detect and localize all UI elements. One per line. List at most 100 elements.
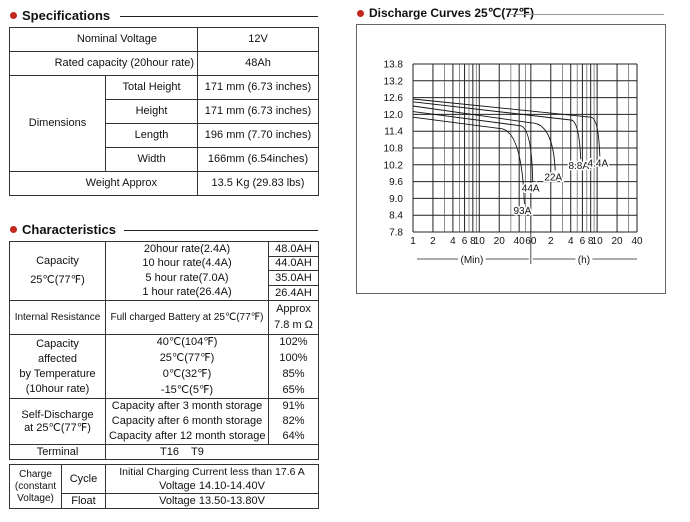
y-tick-label: 10.2 — [384, 160, 404, 171]
temperature-label-line: (10hour rate) — [25, 382, 90, 395]
specifications-title-text: Specifications — [22, 8, 111, 23]
charge-label-line: (constant — [14, 480, 57, 492]
weight-label: Weight Approx — [9, 171, 198, 196]
x-tick-label: 4 — [568, 236, 574, 247]
self-discharge-label-line: at 25℃(77℉) — [24, 421, 91, 434]
curve-label: 4.4A — [588, 158, 609, 169]
characteristics-title-text: Characteristics — [22, 222, 116, 237]
capacity-label: Capacity 25℃(77℉) — [9, 241, 106, 301]
specifications-title: Specifications — [10, 8, 110, 23]
internal-resistance-label: Internal Resistance — [9, 300, 106, 335]
self-discharge-label: Self-Discharge at 25℃(77℉) — [9, 398, 106, 445]
y-tick-label: 13.2 — [384, 76, 404, 87]
discharge-curve — [412, 111, 534, 182]
discharge-curve — [412, 101, 582, 160]
y-tick-label: 7.8 — [389, 228, 403, 239]
self-discharge-value: 91% — [268, 398, 319, 414]
discharge-curve — [412, 105, 556, 171]
temperature-value: 102% — [268, 334, 319, 351]
discharge-curves-rule — [510, 14, 664, 15]
x-tick-label: 10 — [592, 236, 604, 247]
curve-label: 22A — [544, 172, 562, 183]
characteristics-rule — [124, 230, 318, 231]
y-tick-label: 11.4 — [384, 127, 403, 138]
dimensions-label: Dimensions — [9, 75, 106, 172]
curve-label: 44A — [522, 184, 540, 195]
internal-resistance-value: Approx 7.8 m Ω — [268, 300, 319, 335]
dim-value: 171 mm (6.73 inches) — [197, 99, 319, 124]
discharge-curves-title: Discharge Curves 25℃(77℉) — [357, 6, 534, 20]
specifications-table: Nominal Voltage 12V Rated capacity (20ho… — [9, 27, 319, 76]
capacity-label-line: Capacity — [36, 255, 79, 267]
specifications-rule — [120, 16, 318, 17]
bullet-icon — [357, 9, 364, 17]
internal-resistance-condition: Full charged Battery at 25℃(77℉) — [105, 300, 269, 335]
capacity-rate-value: 26.4AH — [268, 285, 319, 301]
cycle-current-value: Initial Charging Current less than 17.6 … — [105, 464, 319, 480]
internal-resistance-value-line: 7.8 m Ω — [274, 319, 313, 331]
x-tick-label: 6 — [580, 236, 586, 247]
x-tick-label: 6 — [462, 236, 468, 247]
discharge-curve — [412, 98, 601, 157]
x-tick-label: 10 — [474, 236, 486, 247]
x-tick-label: 40 — [631, 236, 643, 247]
bullet-icon — [10, 226, 17, 233]
x-tick-label: 8 — [588, 236, 594, 247]
discharge-curve — [412, 116, 525, 205]
temperature-value: 85% — [268, 366, 319, 383]
dim-value: 171 mm (6.73 inches) — [197, 75, 319, 100]
y-tick-label: 13.8 — [384, 60, 404, 71]
charge-label-line: Voltage) — [17, 492, 54, 504]
float-label: Float — [61, 493, 106, 509]
discharge-curves-title-text: Discharge Curves 25℃(77℉) — [369, 6, 534, 20]
x-unit-label: (h) — [578, 255, 590, 266]
cycle-voltage-value: Voltage 14.10-14.40V — [105, 479, 319, 494]
dimensions-table: Dimensions Total Height 171 mm (6.73 inc… — [9, 75, 319, 172]
rated-capacity-value: 48Ah — [197, 51, 319, 76]
nominal-voltage-label: Nominal Voltage — [9, 27, 198, 52]
self-discharge-condition: Capacity after 6 month storage — [105, 413, 269, 429]
capacity-rate-value: 35.0AH — [268, 270, 319, 286]
capacity-rate-value: 44.0AH — [268, 256, 319, 271]
capacity-rate-label: 20hour rate(2.4A) — [105, 241, 269, 257]
capacity-rate-label: 10 hour rate(4.4A) — [105, 256, 269, 271]
x-tick-label: 4 — [450, 236, 456, 247]
x-tick-label: 2 — [430, 236, 436, 247]
bullet-icon — [10, 12, 17, 19]
charge-table: Charge (constant Voltage) Cycle Initial … — [9, 464, 319, 509]
weight-value: 13.5 Kg (29.83 lbs) — [197, 171, 319, 196]
x-tick-label: 8 — [470, 236, 476, 247]
float-value: Voltage 13.50-13.80V — [105, 493, 319, 509]
temperature-condition: 40℃(104℉) — [105, 334, 269, 351]
curve-label: 93A — [514, 206, 532, 217]
internal-resistance-value-line: Approx — [276, 303, 311, 315]
characteristics-table: Capacity 25℃(77℉) 20hour rate(2.4A) 48.0… — [9, 241, 319, 460]
temperature-condition: 25℃(77℉) — [105, 350, 269, 367]
capacity-label-line: 25℃(77℉) — [30, 274, 85, 286]
y-tick-label: 10.8 — [384, 144, 404, 155]
temperature-value: 100% — [268, 350, 319, 367]
dim-label: Total Height — [105, 75, 198, 100]
capacity-rate-label: 5 hour rate(7.0A) — [105, 270, 269, 286]
x-tick-label: 2 — [548, 236, 554, 247]
curve-label: 8.8A — [568, 161, 589, 172]
temperature-label-line: affected — [38, 352, 77, 365]
self-discharge-value: 82% — [268, 413, 319, 429]
discharge-chart: 13.8 13.2 12.6 12.0 11.4 10.8 10.2 9.6 9.0 8.4 7.8… — [356, 24, 666, 294]
x-unit-label: (Min) — [461, 255, 484, 266]
dim-value: 166mm (6.54inches) — [197, 147, 319, 172]
y-tick-label: 12.0 — [384, 110, 404, 121]
y-tick-label: 12.6 — [384, 93, 404, 104]
dim-label: Length — [105, 123, 198, 148]
x-tick-label: 20 — [611, 236, 623, 247]
temperature-value: 65% — [268, 382, 319, 399]
capacity-rate-label: 1 hour rate(26.4A) — [105, 285, 269, 301]
weight-table: Weight Approx 13.5 Kg (29.83 lbs) — [9, 171, 319, 196]
dim-value: 196 mm (7.70 inches) — [197, 123, 319, 148]
self-discharge-condition: Capacity after 12 month storage — [105, 428, 269, 445]
discharge-chart-svg: 13.8 13.2 12.6 12.0 11.4 10.8 10.2 9.6 9.0 8.4 7.8… — [384, 60, 643, 270]
temperature-condition: -15℃(5℉) — [105, 382, 269, 399]
dim-label: Width — [105, 147, 198, 172]
x-tick-label: 40 — [514, 236, 526, 247]
capacity-rate-value: 48.0AH — [268, 241, 319, 257]
